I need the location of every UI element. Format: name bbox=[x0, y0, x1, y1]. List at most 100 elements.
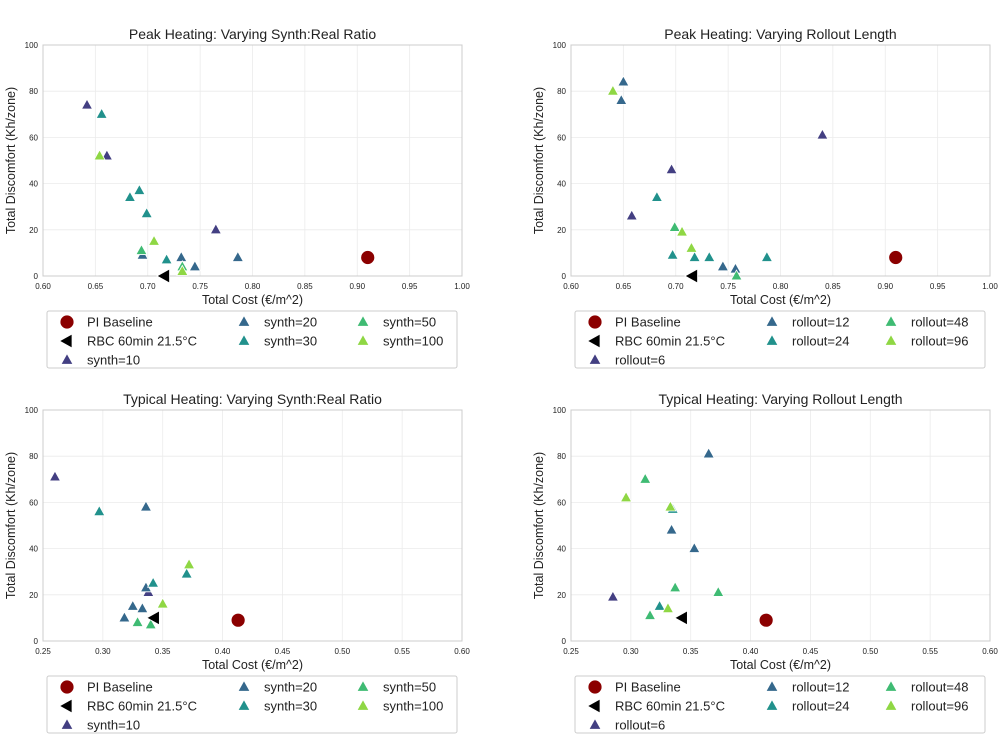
data-point-pi_baseline bbox=[758, 612, 774, 628]
axes-frame bbox=[570, 44, 991, 277]
legend-label: rollout=24 bbox=[792, 334, 849, 349]
y-tick-label: 100 bbox=[553, 406, 567, 415]
legend-marker-v1 bbox=[60, 352, 74, 365]
data-point-v2 bbox=[615, 93, 628, 105]
data-point-v3 bbox=[140, 206, 153, 218]
data-point-v1 bbox=[816, 128, 829, 140]
legend-label: RBC 60min 21.5°C bbox=[87, 699, 197, 714]
legend-marker-pi_baseline bbox=[59, 314, 75, 330]
data-point-v3 bbox=[146, 576, 160, 588]
y-tick-label: 40 bbox=[29, 545, 38, 554]
data-point-v3 bbox=[123, 190, 137, 202]
y-axis-label: Total Discomfort (Kh/zone) bbox=[532, 87, 546, 234]
legend-box bbox=[574, 675, 986, 734]
x-tick-label: 0.85 bbox=[825, 282, 841, 291]
chart-title: Typical Heating: Varying Rollout Length bbox=[658, 391, 902, 407]
legend-label: synth=30 bbox=[264, 334, 317, 349]
axes-frame bbox=[42, 409, 463, 642]
data-point-v2 bbox=[175, 250, 188, 262]
chart-title: Peak Heating: Varying Synth:Real Ratio bbox=[129, 26, 376, 42]
legend: PI Baseline RBC 60min 21.5°C synth=10 synth… bbox=[46, 675, 458, 734]
legend-label: rollout=48 bbox=[911, 680, 968, 695]
data-point-v2 bbox=[126, 599, 139, 611]
legend-marker-v4 bbox=[356, 314, 370, 327]
y-tick-label: 20 bbox=[29, 226, 38, 235]
legend-marker-v3 bbox=[237, 698, 251, 711]
y-axis-label: Total Discomfort (Kh/zone) bbox=[532, 452, 546, 599]
x-tick-label: 1.00 bbox=[982, 282, 998, 291]
data-point-v1 bbox=[665, 162, 678, 175]
legend-marker-v1 bbox=[588, 717, 602, 730]
legend: PI Baseline RBC 60min 21.5°C rollout=6 roll… bbox=[574, 310, 986, 369]
y-tick-label: 20 bbox=[557, 226, 566, 235]
legend-marker-v3 bbox=[765, 333, 779, 346]
legend-marker-v5 bbox=[356, 333, 370, 346]
x-tick-label: 0.95 bbox=[402, 282, 418, 291]
data-point-v2 bbox=[716, 259, 730, 272]
data-point-v2 bbox=[136, 601, 149, 614]
x-axis-label: Total Cost (€/m^2) bbox=[202, 658, 303, 672]
y-tick-label: 80 bbox=[557, 452, 566, 461]
data-point-v5 bbox=[619, 491, 633, 503]
data-point-v3 bbox=[703, 250, 716, 262]
legend-label: PI Baseline bbox=[87, 680, 153, 695]
y-tick-label: 40 bbox=[557, 545, 566, 554]
legend-marker-rbc bbox=[58, 333, 73, 349]
data-point-v4 bbox=[639, 472, 652, 484]
legend-label: synth=100 bbox=[383, 334, 443, 349]
x-axis-label: Total Cost (€/m^2) bbox=[730, 293, 831, 307]
x-tick-label: 0.40 bbox=[215, 647, 231, 656]
legend-marker-rbc bbox=[586, 698, 601, 714]
y-tick-label: 60 bbox=[29, 133, 38, 142]
plot-area bbox=[43, 410, 462, 641]
legend-label: PI Baseline bbox=[615, 680, 681, 695]
data-point-v2 bbox=[118, 611, 131, 623]
data-point-v4 bbox=[144, 618, 157, 630]
data-point-v3 bbox=[160, 253, 173, 265]
legend-label: rollout=96 bbox=[911, 699, 968, 714]
legend-marker-v1 bbox=[60, 717, 74, 730]
chart-panel-4: 0.25 0.30 0.35 0.40 0.45 0.50 0.55 0.60 0 20 40 60 8… bbox=[532, 391, 998, 734]
y-axis-label: Total Discomfort (Kh/zone) bbox=[4, 87, 18, 234]
data-point-v3 bbox=[760, 250, 774, 262]
x-tick-label: 0.45 bbox=[803, 647, 819, 656]
x-tick-label: 1.00 bbox=[454, 282, 470, 291]
data-point-v5 bbox=[685, 241, 698, 253]
legend-marker-rbc bbox=[586, 333, 601, 349]
legend-label: synth=30 bbox=[264, 699, 317, 714]
legend-marker-v3 bbox=[237, 333, 251, 346]
data-point-v2 bbox=[231, 250, 245, 262]
legend-marker-v1 bbox=[588, 352, 602, 365]
data-point-v5 bbox=[675, 225, 689, 237]
data-point-v2 bbox=[188, 259, 202, 272]
x-tick-label: 0.95 bbox=[930, 282, 946, 291]
legend-marker-v2 bbox=[765, 679, 779, 692]
legend-marker-v4 bbox=[884, 314, 898, 327]
y-tick-label: 80 bbox=[29, 87, 38, 96]
data-point-v4 bbox=[668, 220, 681, 232]
data-point-v4 bbox=[135, 243, 148, 255]
y-tick-label: 100 bbox=[25, 41, 39, 50]
x-tick-label: 0.30 bbox=[95, 647, 111, 656]
data-point-v5 bbox=[176, 264, 189, 276]
y-tick-label: 0 bbox=[562, 637, 567, 646]
data-point-v5 bbox=[156, 597, 169, 609]
legend-marker-v2 bbox=[765, 314, 779, 327]
x-tick-label: 0.50 bbox=[334, 647, 350, 656]
x-tick-label: 0.85 bbox=[297, 282, 313, 291]
legend: PI Baseline RBC 60min 21.5°C synth=10 synth… bbox=[46, 310, 458, 369]
y-tick-label: 0 bbox=[34, 637, 39, 646]
legend-label: synth=50 bbox=[383, 680, 436, 695]
data-point-v1 bbox=[80, 98, 94, 110]
legend-marker-v3 bbox=[765, 698, 779, 711]
data-point-rbc bbox=[156, 268, 170, 284]
legend-label: RBC 60min 21.5°C bbox=[87, 334, 197, 349]
data-point-rbc bbox=[145, 610, 160, 626]
legend-label: RBC 60min 21.5°C bbox=[615, 334, 725, 349]
y-tick-label: 60 bbox=[557, 133, 566, 142]
data-point-v2 bbox=[688, 541, 701, 553]
data-point-v2 bbox=[665, 523, 678, 535]
legend-label: synth=20 bbox=[264, 680, 317, 695]
x-tick-label: 0.60 bbox=[982, 647, 998, 656]
y-tick-label: 40 bbox=[557, 180, 566, 189]
